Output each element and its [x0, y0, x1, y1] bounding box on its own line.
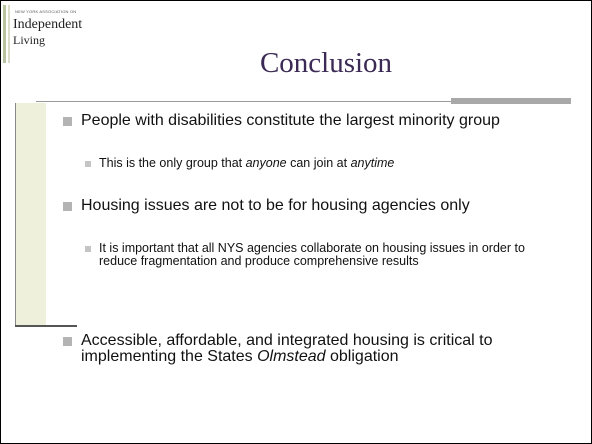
bullet-marker: [63, 337, 72, 346]
text-segment: It is important that all NYS agencies co…: [99, 241, 525, 268]
bullet-marker: [63, 202, 72, 211]
logo-small: NEW YORK ASSOCIATION ON: [15, 9, 77, 14]
text-segment: Accessible, affordable, and integrated h…: [81, 332, 493, 365]
text-segment: This is the only group that: [99, 156, 246, 170]
bullet-text: Accessible, affordable, and integrated h…: [81, 333, 556, 365]
logo-text: Living: [13, 33, 45, 47]
text-segment: anyone: [245, 156, 287, 170]
bullet-text: People with disabilities constitute the …: [81, 113, 556, 129]
side-band: [16, 103, 46, 325]
text-segment: Housing issues are not to be for housing…: [81, 197, 470, 214]
slide-title: Conclusion: [259, 47, 393, 79]
bullet-marker: [85, 246, 91, 252]
bullet-marker: [85, 161, 91, 167]
logo-text: Independent: [13, 17, 83, 32]
sub-bullet-text: This is the only group that anyone can j…: [99, 157, 554, 170]
text-segment: obligation: [325, 348, 399, 365]
text-segment: People with disabilities constitute the …: [81, 112, 500, 129]
bullet-text: Housing issues are not to be for housing…: [81, 198, 556, 214]
logo-strip: [8, 5, 10, 63]
bullet-marker: [63, 117, 72, 126]
sub-bullet-text: It is important that all NYS agencies co…: [99, 242, 554, 267]
side-line: [15, 103, 16, 325]
text-segment: anytime: [350, 156, 395, 170]
logo-strip: [3, 5, 6, 63]
text-segment: Olmstead: [257, 348, 326, 365]
rule: [15, 325, 77, 327]
rule: [36, 101, 571, 102]
rule-bar: [451, 98, 571, 104]
text-segment: can join at: [286, 156, 351, 170]
